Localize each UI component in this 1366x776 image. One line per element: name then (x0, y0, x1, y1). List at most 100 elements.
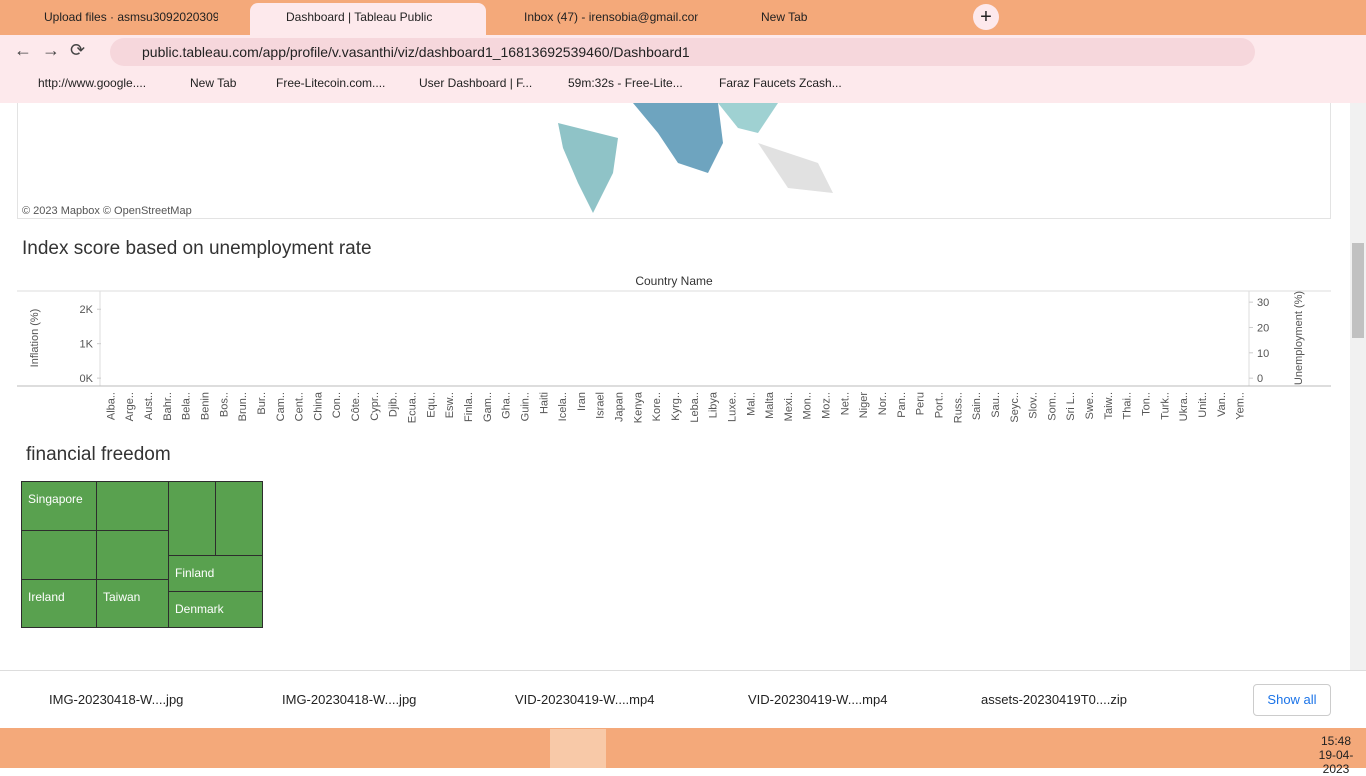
download-bar (0, 670, 1366, 729)
x-tick-label: Cent.. (294, 392, 306, 421)
nav-buttons[interactable]: ← → ⟳ (14, 40, 86, 60)
chart: Country Name Inflation (%) Unemployment … (17, 274, 1331, 423)
x-tick-label: Brun.. (237, 392, 249, 421)
x-tick-label: Net.. (839, 392, 851, 415)
x-tick-label: Côte.. (350, 392, 362, 421)
x-tick-label: Sau.. (990, 392, 1002, 418)
bookmark[interactable]: http://www.google.... (38, 76, 147, 90)
x-tick-label: Sain.. (971, 392, 983, 420)
x-tick-label: Unit.. (1197, 392, 1209, 418)
x-tick-label: Guin.. (519, 392, 531, 421)
bookmark[interactable]: New Tab (190, 76, 237, 90)
y2-axis-title: Unemployment (%) (1293, 291, 1305, 385)
x-tick-label: Japan (614, 392, 626, 422)
treemap-cell[interactable] (215, 481, 263, 556)
download-item[interactable]: IMG-20230418-W....jpg (49, 692, 184, 707)
treemap-title: financial freedom (26, 444, 171, 465)
scrollbar[interactable] (1350, 103, 1366, 670)
x-tick-label: Haiti (538, 392, 550, 414)
tab[interactable]: Upload files · asmsu30920203091 (44, 10, 218, 24)
x-tick-label: Slov.. (1028, 392, 1040, 419)
x-tick-label: Van.. (1216, 392, 1228, 417)
bookmark[interactable]: 59m:32s - Free-Lite... (568, 76, 683, 90)
show-all-button[interactable]: Show all (1253, 684, 1331, 716)
treemap-cell[interactable] (96, 481, 169, 531)
x-tick-label: Mon.. (802, 392, 814, 420)
x-tick-label: Nor.. (877, 392, 889, 415)
x-tick-label: Turk.. (1159, 392, 1171, 420)
taskbar (0, 728, 1366, 768)
x-tick-label: Pan.. (896, 392, 908, 418)
x-tick-label: Kyrg.. (670, 392, 682, 421)
download-item[interactable]: VID-20230419-W....mp4 (515, 692, 655, 707)
chart-title: Index score based on unemployment rate (22, 238, 372, 259)
x-tick-label: Con.. (331, 392, 343, 418)
treemap-cell[interactable]: Finland (168, 555, 263, 592)
treemap-cell[interactable]: Taiwan (96, 579, 169, 628)
map-attribution: © 2023 Mapbox © OpenStreetMap (22, 205, 192, 217)
treemap-cell[interactable] (96, 530, 169, 580)
x-tick-label: Leba.. (689, 392, 701, 423)
x-tick-label: Peru (915, 392, 927, 415)
x-tick-label: Djib.. (388, 392, 400, 417)
map: © 2023 Mapbox © OpenStreetMap (17, 103, 1331, 219)
new-tab-button[interactable]: + (973, 4, 999, 30)
x-tick-label: Cypr.. (369, 392, 381, 421)
download-item[interactable]: assets-20230419T0....zip (981, 692, 1127, 707)
x-tick-label: Port.. (933, 392, 945, 418)
download-item[interactable]: VID-20230419-W....mp4 (748, 692, 888, 707)
map-shapes (558, 103, 833, 213)
clock: 15:48 19-04-2023 (1306, 734, 1366, 776)
x-tick-label: Taiw.. (1103, 392, 1115, 420)
x-tick-label: Ton.. (1140, 392, 1152, 416)
y-axis-title: Inflation (%) (29, 309, 41, 368)
x-tick-label: Esw.. (444, 392, 456, 418)
x-tick-label: Arge.. (124, 392, 136, 421)
y-tick-label: 1K (80, 339, 94, 351)
x-tick-label: Niger (858, 392, 870, 419)
tab[interactable]: New Tab (761, 10, 808, 24)
x-tick-label: Ecua.. (407, 392, 419, 423)
x-tick-label: Luxe.. (726, 392, 738, 422)
x-tick-label: Gha.. (501, 392, 513, 419)
download-item[interactable]: IMG-20230418-W....jpg (282, 692, 417, 707)
omnibox[interactable] (110, 38, 1255, 66)
x-tick-label: Cam.. (275, 392, 287, 421)
x-tick-label: Thai.. (1122, 392, 1134, 420)
x-tick-label: Iran (576, 392, 588, 411)
tab[interactable]: Dashboard | Tableau Public (286, 10, 433, 24)
taskbar-active (550, 729, 606, 768)
x-tick-label: Bela.. (181, 392, 193, 420)
y-tick-label: 2K (80, 304, 94, 316)
bookmark[interactable]: User Dashboard | F... (419, 76, 533, 90)
bookmark[interactable]: Faraz Faucets Zcash... (719, 76, 842, 90)
x-axis-title: Country Name (635, 274, 713, 288)
x-tick-label: Som.. (1046, 392, 1058, 421)
x-tick-label: China (312, 391, 324, 421)
url[interactable]: public.tableau.com/app/profile/v.vasanth… (142, 44, 690, 60)
date: 19-04-2023 (1318, 748, 1354, 776)
treemap-cell[interactable] (168, 481, 216, 556)
bookmark[interactable]: Free-Litecoin.com.... (276, 76, 386, 90)
x-tick-label: Benin (200, 392, 212, 420)
treemap-cell[interactable]: Ireland (21, 579, 97, 628)
x-tick-label: Mal.. (745, 392, 757, 416)
tab[interactable]: Inbox (47) - irensobia@gmail.com (524, 10, 698, 24)
x-tick-label: Mexi.. (783, 392, 795, 421)
x-tick-label: Icela.. (557, 392, 569, 421)
treemap-cell[interactable]: Singapore (21, 481, 97, 531)
treemap-cell[interactable] (21, 530, 97, 580)
treemap-cell[interactable]: Denmark (168, 591, 263, 628)
x-tick-label: Russ.. (952, 392, 964, 423)
x-tick-label: Kore.. (651, 392, 663, 421)
y2-tick-label: 10 (1257, 348, 1269, 360)
x-tick-label: Ukra.. (1178, 392, 1190, 421)
x-tick-label: Gam.. (482, 392, 494, 422)
x-tick-label: Kenya (632, 391, 644, 423)
time: 15:48 (1320, 734, 1352, 748)
x-tick-label: Bur.. (256, 392, 268, 415)
x-tick-label: Yem.. (1235, 392, 1247, 420)
x-tick-label: Libya (708, 391, 720, 418)
y-tick-label: 0K (80, 373, 94, 385)
